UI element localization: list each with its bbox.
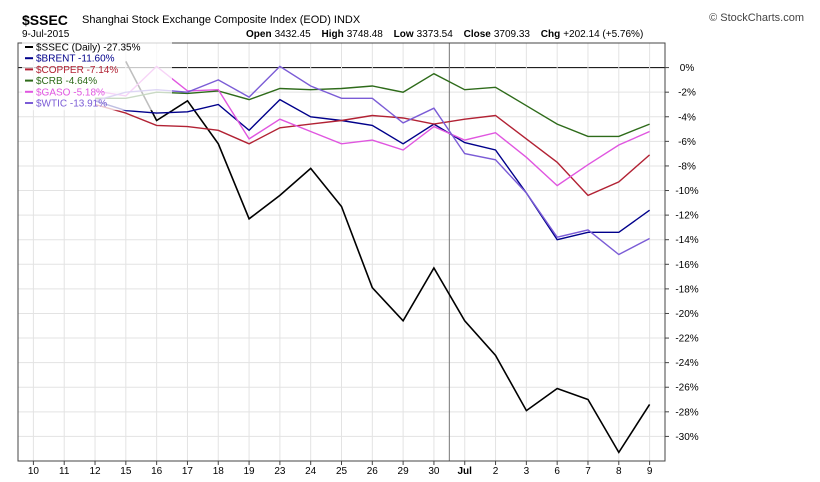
brand-link[interactable]: © StockCharts.com <box>709 12 804 24</box>
open-value: 3432.45 <box>274 29 311 40</box>
y-tick-label: -2% <box>678 88 696 99</box>
grid-layer <box>18 43 665 461</box>
close-value: 3709.33 <box>493 29 530 40</box>
x-tick-label: 25 <box>336 466 348 477</box>
y-tick-label: -18% <box>675 284 698 295</box>
x-tick-label: 18 <box>213 466 225 477</box>
legend-entry: $SSEC (Daily) -27.35% <box>36 43 141 54</box>
series-line <box>95 72 650 138</box>
ohlc-summary: Open 3432.45 High 3748.48 Low 3373.54 Close… <box>246 29 651 40</box>
y-tick-label: -16% <box>675 260 698 271</box>
x-tick-label: 3 <box>524 466 530 477</box>
low-value: 3373.54 <box>416 29 453 40</box>
x-tick-label: 2 <box>493 466 499 477</box>
x-tick-label: 6 <box>554 466 560 477</box>
series-line <box>94 65 650 187</box>
x-tick-label: 24 <box>305 466 317 477</box>
y-tick-label: -20% <box>675 309 698 320</box>
legend-entry: $COPPER -7.14% <box>36 65 118 76</box>
x-tick-label: Jul <box>458 466 473 477</box>
legend: $SSEC (Daily) -27.35%$BRENT -11.60%$COPP… <box>22 41 172 111</box>
y-tick-label: -8% <box>678 161 696 172</box>
legend-entry: $BRENT -11.60% <box>36 54 115 65</box>
copyright-icon: © <box>709 12 718 24</box>
x-tick-label: 23 <box>274 466 286 477</box>
x-tick-label: 10 <box>28 466 40 477</box>
x-tick-label: 15 <box>120 466 132 477</box>
series-layer <box>94 61 651 454</box>
x-tick-label: 17 <box>182 466 194 477</box>
x-tick-label: 7 <box>585 466 591 477</box>
x-tick-label: 16 <box>151 466 163 477</box>
chart-date: 9-Jul-2015 <box>22 29 70 40</box>
series-line <box>125 61 651 454</box>
y-tick-label: -14% <box>675 235 698 246</box>
y-tick-label: -12% <box>675 211 698 222</box>
y-tick-label: -10% <box>675 186 698 197</box>
brand-label: StockCharts.com <box>720 12 804 24</box>
legend-entry: $WTIC -13.91% <box>36 99 107 110</box>
index-name: Shanghai Stock Exchange Composite Index … <box>82 14 331 26</box>
x-tick-label: 8 <box>616 466 622 477</box>
x-tick-label: 30 <box>428 466 440 477</box>
x-axis: 10 11 12 15 16 17 18 19 23 24 25 26 29 30 Jul 2 3 6 7 8 9 <box>28 461 653 477</box>
x-tick-label: 29 <box>398 466 410 477</box>
legend-entry: $GASO -5.18% <box>36 87 105 98</box>
open-label: Open <box>246 29 272 40</box>
x-tick-label: 26 <box>367 466 379 477</box>
x-tick-label: 12 <box>89 466 101 477</box>
series-line <box>94 103 651 197</box>
y-tick-label: -6% <box>678 137 696 148</box>
exchange-label: INDX <box>333 14 361 26</box>
x-tick-label: 19 <box>244 466 256 477</box>
high-label: High <box>321 29 344 40</box>
series-line <box>94 65 650 256</box>
y-axis: 0% -2% -4% -6% -8% -10% -12% -14% -16% -18% -20% -2… <box>665 63 699 443</box>
x-tick-label: 9 <box>647 466 653 477</box>
chart-symbol: $SSEC <box>22 12 68 28</box>
high-value: 3748.48 <box>346 29 383 40</box>
legend-background <box>22 41 172 111</box>
y-tick-label: -28% <box>675 407 698 418</box>
y-tick-label: -30% <box>675 432 698 443</box>
close-label: Close <box>463 29 491 40</box>
legend-entry: $CRB -4.64% <box>36 76 97 87</box>
series-line <box>94 98 651 241</box>
y-tick-label: -26% <box>675 383 698 394</box>
y-tick-label: -4% <box>678 112 696 123</box>
y-tick-label: -22% <box>675 334 698 345</box>
x-tick-label: 11 <box>59 466 70 477</box>
y-tick-label: -24% <box>675 358 698 369</box>
chg-value: +202.14 (+5.76%) <box>563 29 644 40</box>
chg-label: Chg <box>540 29 561 40</box>
low-label: Low <box>393 29 414 40</box>
chart-description: Shanghai Stock Exchange Composite Index … <box>82 14 360 26</box>
y-tick-label: 0% <box>680 63 695 74</box>
